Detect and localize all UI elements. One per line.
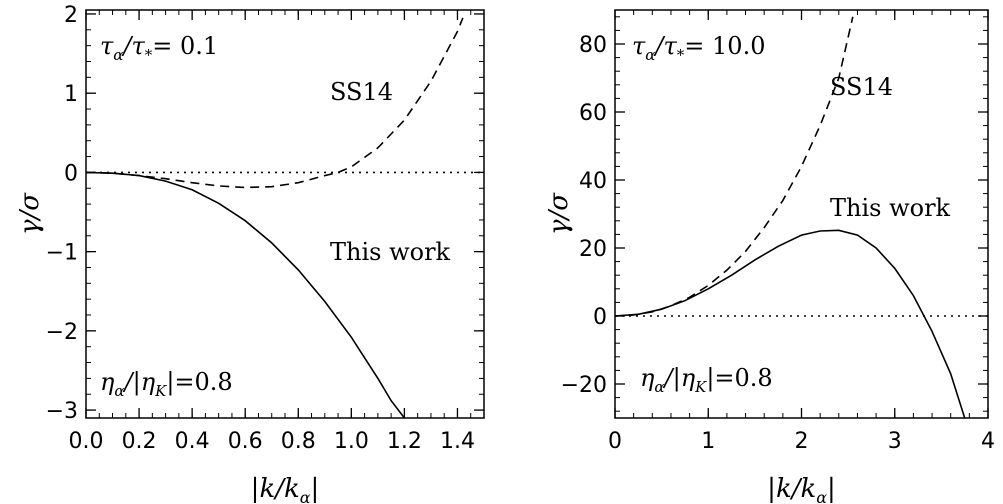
right-y-tick-label: 60 <box>579 101 607 126</box>
right-y-tick-label: 80 <box>579 33 607 58</box>
left-this-work-label: This work <box>330 238 451 266</box>
left-y-tick-label: 2 <box>64 3 78 28</box>
left-x-tick-label: 1.0 <box>334 429 369 454</box>
right-x-tick-label: 4 <box>981 429 995 454</box>
left-y-tick-label: −1 <box>46 241 78 266</box>
left-x-tick-label: 0.8 <box>281 429 316 454</box>
left-x-tick-label: 1.2 <box>387 429 422 454</box>
left-this-work-curve <box>86 171 406 418</box>
right-tau-ratio-label: τα/τ*= 10.0 <box>632 32 765 64</box>
left-x-tick-label: 0.4 <box>175 429 210 454</box>
right-this-work-curve <box>615 229 966 418</box>
left-y-tick-label: 1 <box>64 82 78 107</box>
left-ss14-curve <box>86 17 464 189</box>
left-tau-ratio-label: τα/τ*= 0.1 <box>100 32 218 64</box>
right-x-axis-title: |k/kα| <box>767 474 836 504</box>
left-y-tick-label: 0 <box>64 161 78 186</box>
left-x-tick-label: 1.4 <box>440 429 475 454</box>
left-x-axis-title: |k/kα| <box>251 474 320 504</box>
right-this-work-label: This work <box>830 194 951 222</box>
left-panel: 0.0 0.2 0.4 0.6 0.8 1.0 1.2 1.4 2 1 0 −1 −2 −3 |k/kα| γ… <box>15 3 485 504</box>
left-x-tick-label: 0.2 <box>122 429 157 454</box>
right-x-tick-label: 0 <box>608 429 622 454</box>
right-x-tick-label: 2 <box>795 429 809 454</box>
left-y-tick-label: −2 <box>46 320 78 345</box>
left-y-tick-label: −3 <box>46 399 78 424</box>
right-ss14-curve <box>615 16 854 317</box>
right-x-tick-label: 3 <box>888 429 902 454</box>
right-y-tick-label: 0 <box>593 305 607 330</box>
left-eta-ratio-label: ηα/|ηK|=0.8 <box>100 368 233 400</box>
left-ss14-label: SS14 <box>330 78 393 106</box>
left-y-axis-title: γ/σ <box>15 192 45 235</box>
right-ss14-label: SS14 <box>830 73 893 101</box>
left-x-tick-label: 0.6 <box>228 429 263 454</box>
right-y-tick-label: 20 <box>579 237 607 262</box>
right-x-tick-label: 1 <box>701 429 715 454</box>
right-eta-ratio-label: ηα/|ηK|=0.8 <box>640 364 773 396</box>
left-axes-frame <box>85 9 485 419</box>
right-y-tick-label: 40 <box>579 169 607 194</box>
right-y-axis-title: γ/σ <box>544 192 574 235</box>
right-y-tick-label: −20 <box>561 373 607 398</box>
right-panel: 0 1 2 3 4 80 60 40 20 0 −20 |k/kα| γ/σ <box>544 9 995 504</box>
left-x-tick-label: 0.0 <box>69 429 104 454</box>
